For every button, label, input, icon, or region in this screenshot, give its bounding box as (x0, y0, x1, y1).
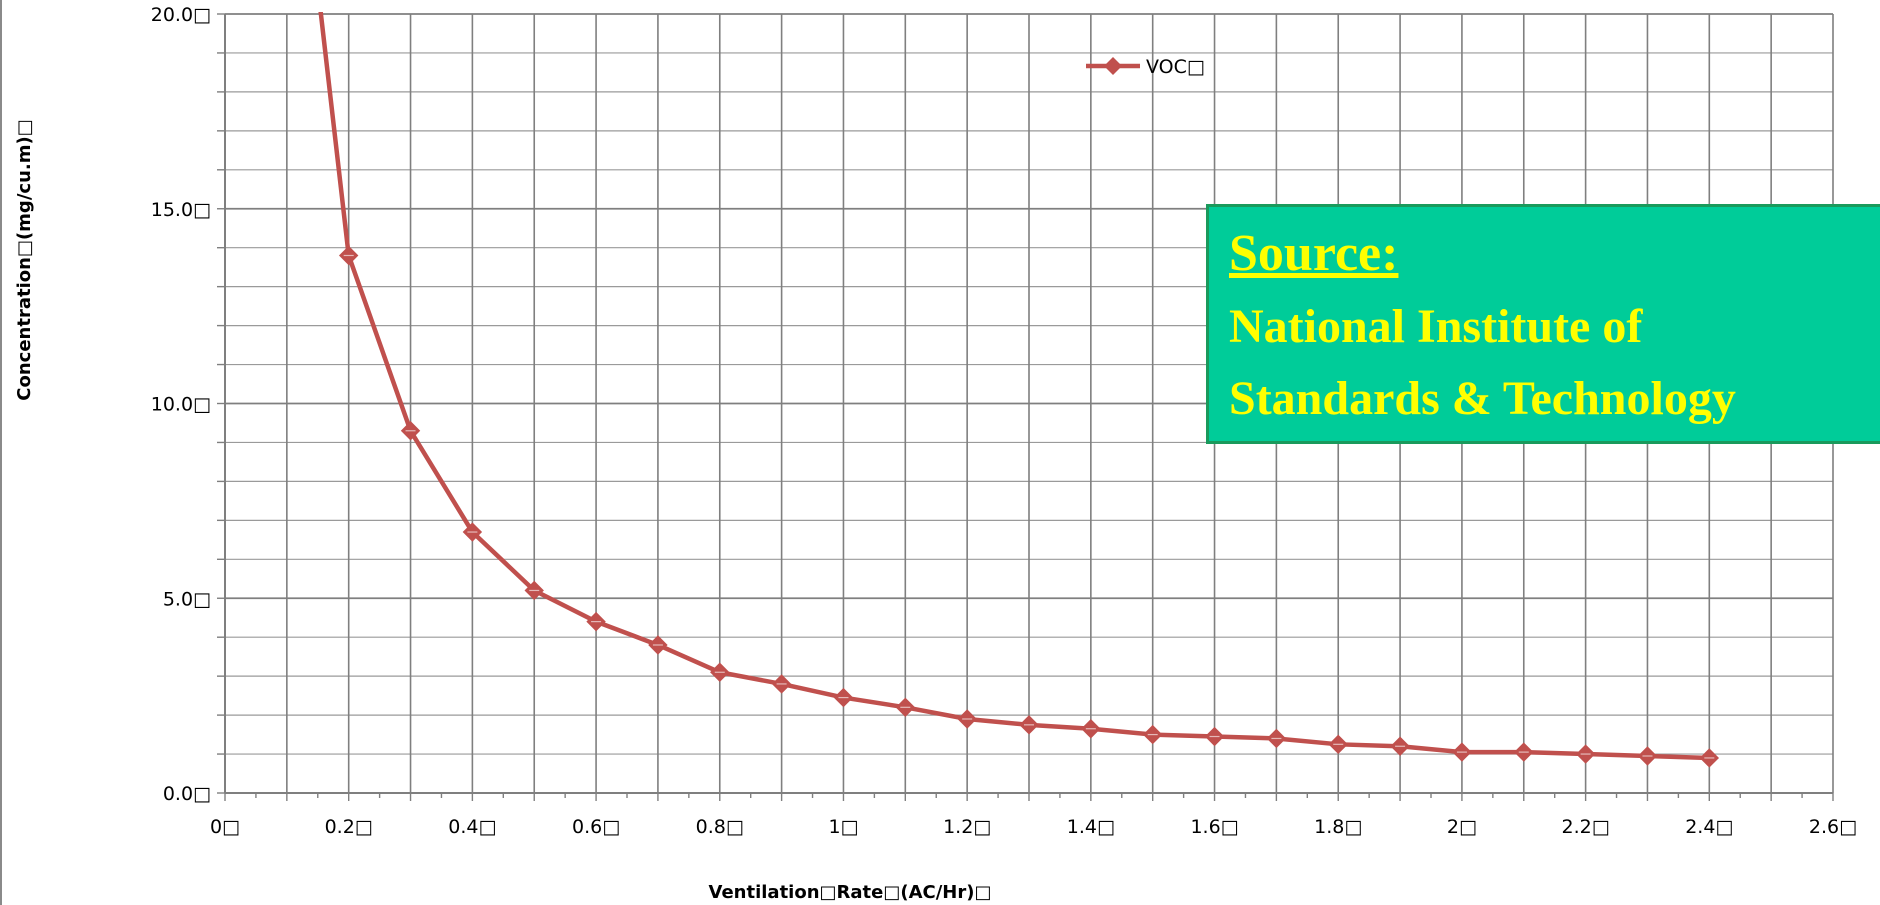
source-line-standards: Standards & Technology (1229, 372, 1736, 425)
left-border-rule (0, 0, 2, 905)
y-tick-label: 10.0□ (151, 394, 211, 416)
source-annotation-box: Source: National Institute of Standards … (1206, 204, 1880, 444)
x-tick-label: 1.6□ (1190, 816, 1238, 838)
x-tick-label: 2.4□ (1685, 816, 1733, 838)
legend: VOC□ (1086, 56, 1205, 78)
y-tick-labels: 0.0□ 5.0□ 10.0□ 15.0□ 20.0□ (151, 4, 211, 805)
x-tick-label: 0.4□ (448, 816, 496, 838)
y-tick-label: 20.0□ (151, 4, 211, 26)
x-axis-title: Ventilation□Rate□(AC/Hr)□ (709, 882, 992, 903)
source-line-institute: National Institute of (1229, 300, 1643, 353)
x-tick-label: 2□ (1447, 816, 1477, 838)
y-tick-label: 0.0□ (163, 783, 211, 805)
legend-diamond-marker (1104, 57, 1122, 75)
source-heading: Source: (1229, 225, 1399, 282)
x-tick-label: 1.2□ (943, 816, 991, 838)
x-tick-labels: 0□ 0.2□ 0.4□ 0.6□ 0.8□ 1□ 1.2□ 1.4□ 1.6□ 1.8□ 2□ 2.… (210, 816, 1857, 838)
x-tick-label: 1□ (828, 816, 858, 838)
y-tick-label: 5.0□ (163, 588, 211, 610)
x-tick-label: 0.8□ (696, 816, 744, 838)
x-tick-label: 0□ (210, 816, 240, 838)
x-tick-label: 0.2□ (325, 816, 373, 838)
axes (217, 13, 1834, 801)
x-tick-label: 2.6□ (1809, 816, 1857, 838)
y-axis-title: Concentration□(mg/cu.m)□ (14, 119, 35, 400)
y-tick-label: 15.0□ (151, 199, 211, 221)
x-tick-label: 0.6□ (572, 816, 620, 838)
x-tick-label: 1.8□ (1314, 816, 1362, 838)
x-tick-label: 1.4□ (1067, 816, 1115, 838)
legend-label-voc: VOC□ (1146, 56, 1205, 78)
voc-series-line (318, 12, 1710, 761)
series-group (318, 12, 1720, 768)
x-tick-label: 2.2□ (1562, 816, 1610, 838)
